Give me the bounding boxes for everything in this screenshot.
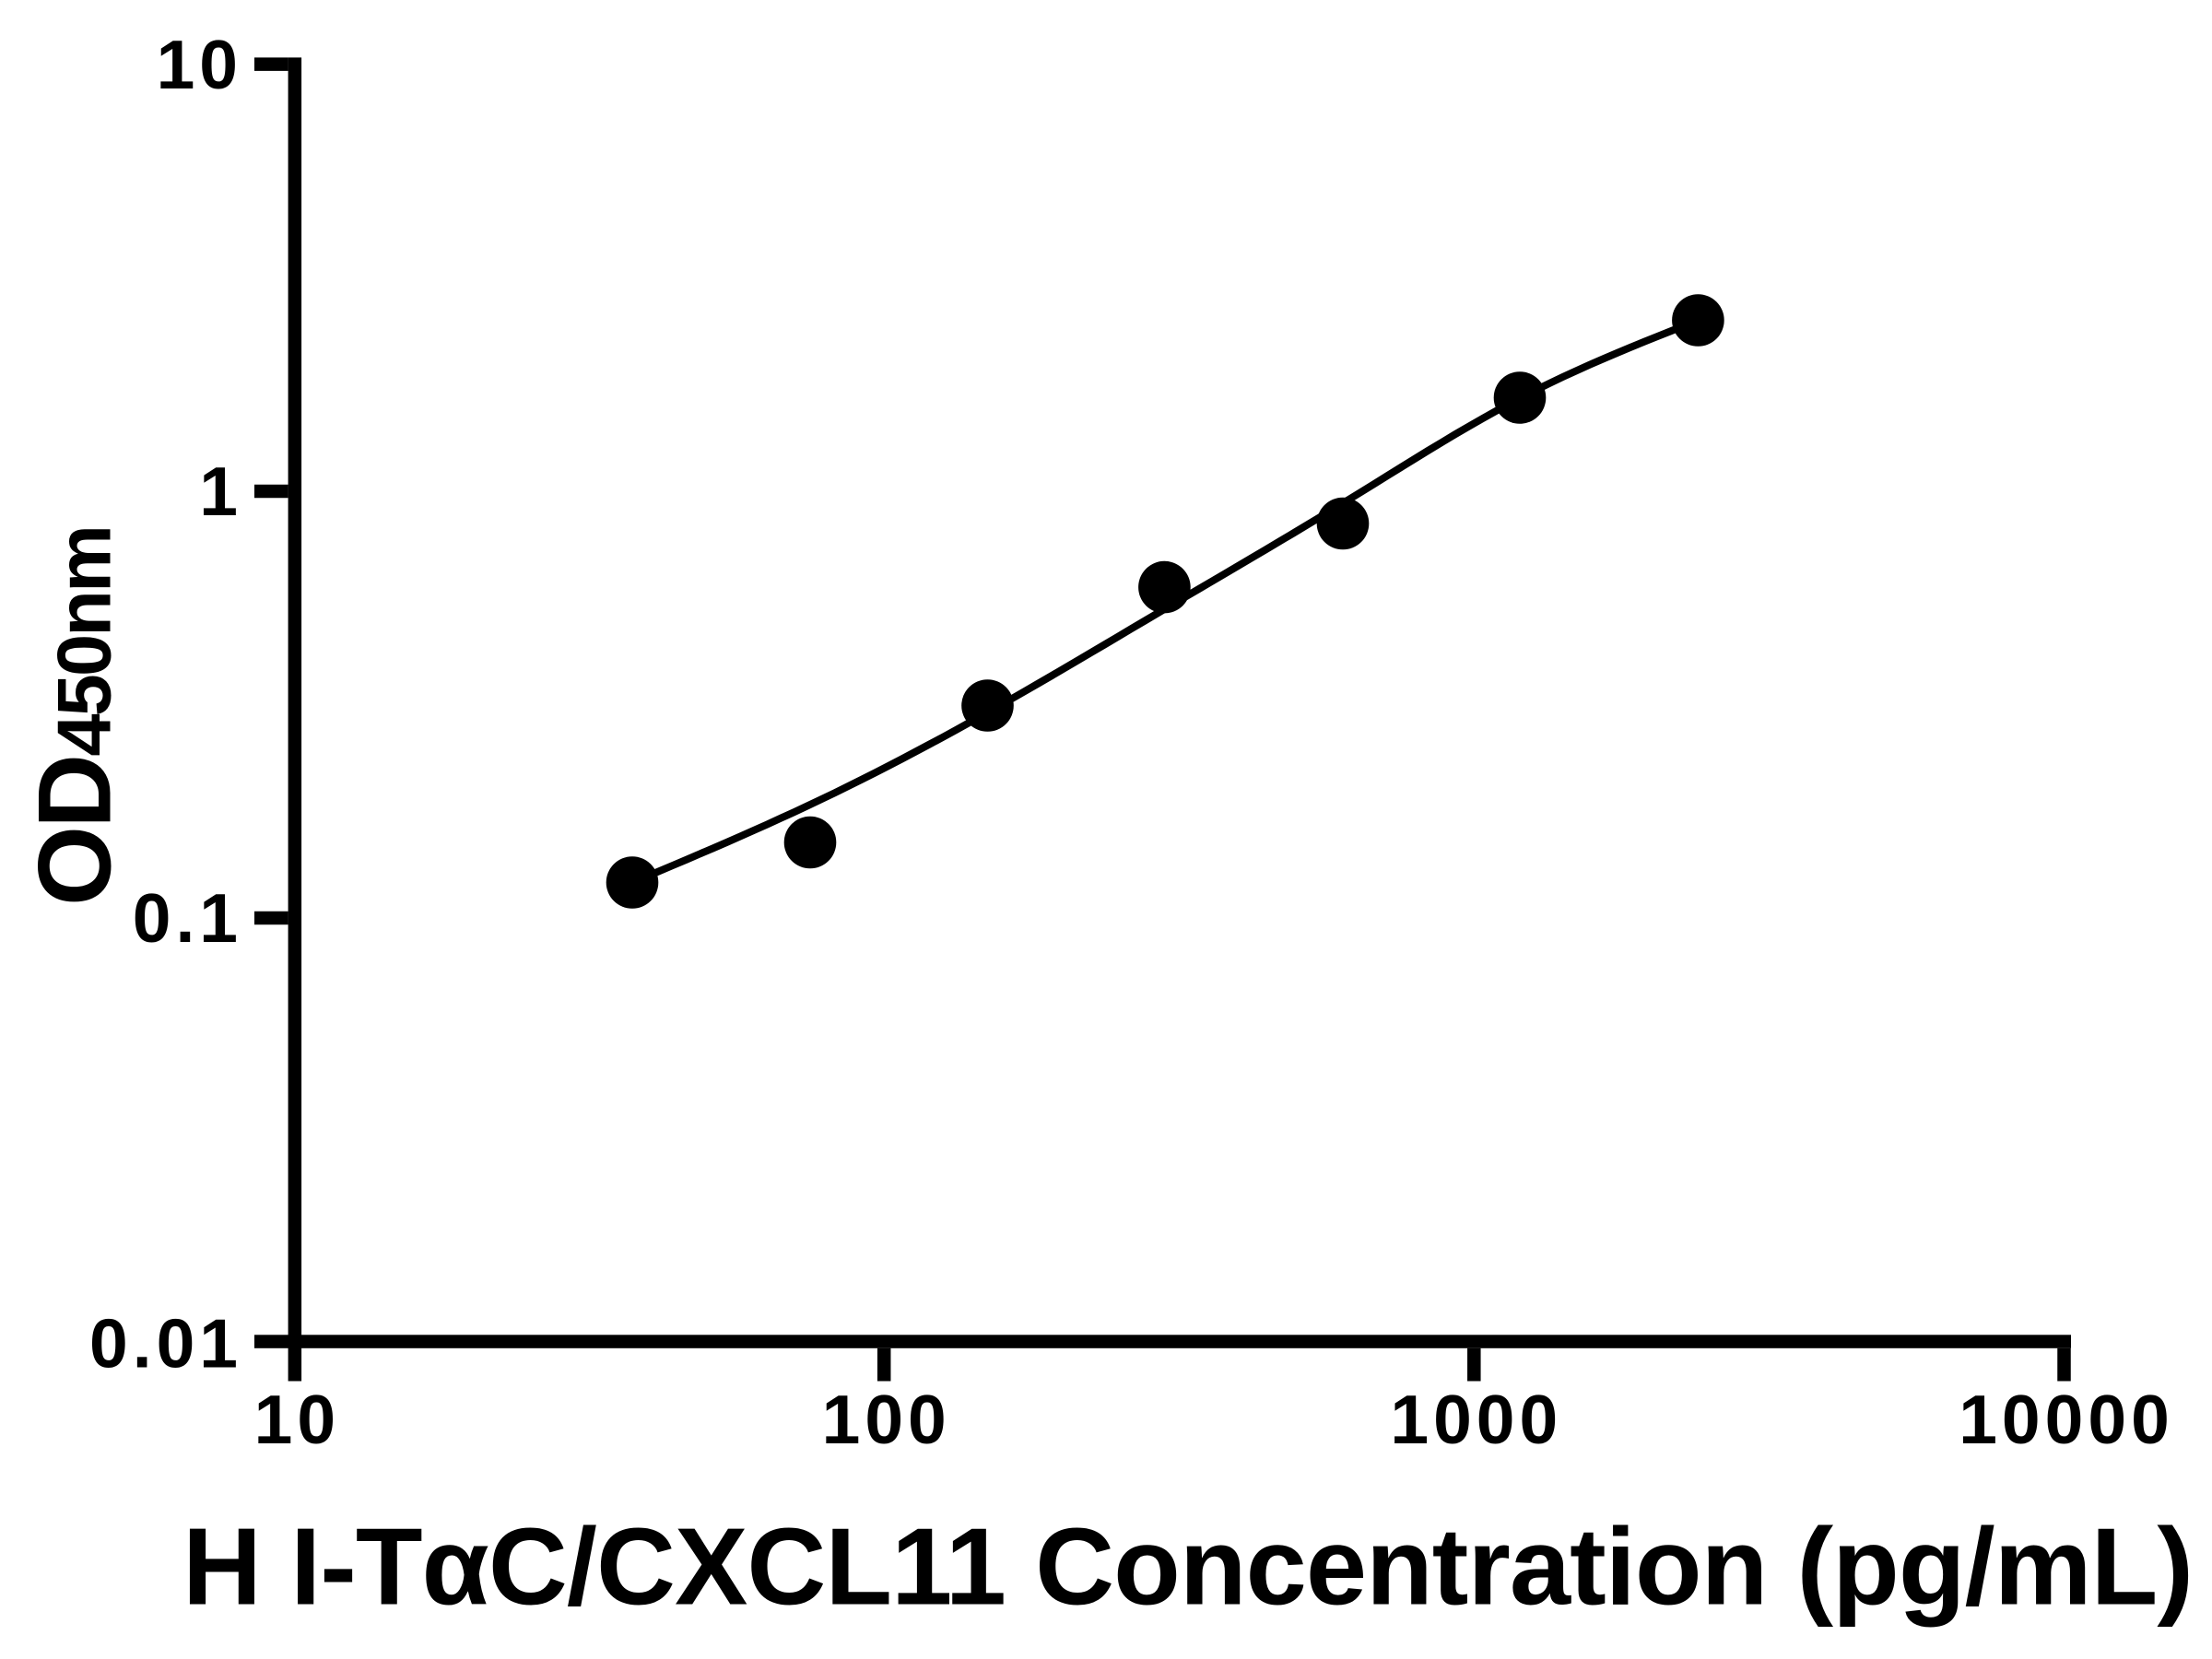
svg-text:1000: 1000 (1390, 1381, 1562, 1458)
svg-text:0.1: 0.1 (133, 879, 242, 957)
svg-text:100: 100 (822, 1381, 951, 1458)
svg-text:H I-TαC/CXCL11 Concentration (: H I-TαC/CXCL11 Concentration (pg/mL) (182, 1506, 2194, 1629)
svg-text:1: 1 (199, 453, 242, 530)
svg-text:10000: 10000 (1959, 1381, 2174, 1458)
svg-text:10: 10 (157, 26, 242, 103)
svg-text:0.01: 0.01 (89, 1304, 242, 1382)
svg-text:10: 10 (254, 1381, 340, 1458)
